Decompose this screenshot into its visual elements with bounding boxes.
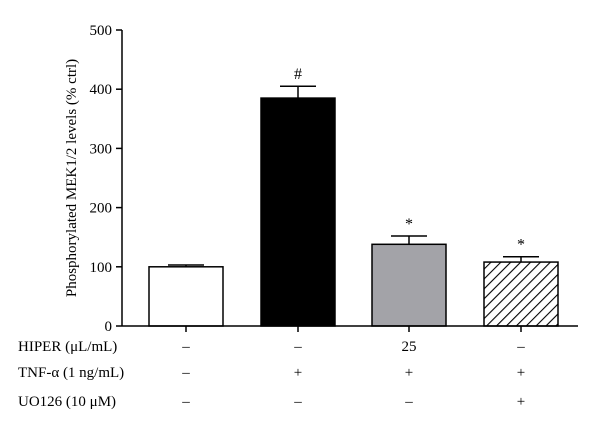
condition-value: – <box>293 339 302 355</box>
condition-value: + <box>294 365 302 381</box>
bars: # * * <box>148 66 559 327</box>
y-tick-label: 400 <box>90 82 113 98</box>
condition-value: + <box>517 394 525 410</box>
condition-label: UO126 (10 μM) <box>18 394 116 410</box>
condition-value: – <box>181 394 190 410</box>
condition-value: + <box>405 365 413 381</box>
condition-value: – <box>181 339 190 355</box>
y-tick-label: 300 <box>90 141 113 157</box>
bar-2 <box>260 97 336 327</box>
y-axis: 0 100 200 300 400 500 <box>90 23 123 335</box>
significance-marker: * <box>405 216 413 233</box>
condition-label: TNF-α (1 ng/mL) <box>18 365 124 381</box>
y-tick-label: 500 <box>90 23 113 39</box>
y-tick-label: 100 <box>90 260 113 276</box>
condition-label: HIPER (μL/mL) <box>18 339 117 355</box>
y-tick-label: 200 <box>90 201 113 217</box>
significance-marker: # <box>294 66 302 83</box>
condition-value: – <box>516 339 525 355</box>
condition-value: 25 <box>402 339 417 355</box>
condition-value: – <box>404 394 413 410</box>
y-axis-label: Phosphorylated MEK1/2 levels (% ctrl) <box>64 59 80 297</box>
significance-marker: * <box>517 237 525 254</box>
bar-4 <box>483 261 559 327</box>
bar-3 <box>371 243 447 327</box>
bar-1 <box>148 266 224 327</box>
condition-value: – <box>181 365 190 381</box>
x-axis <box>122 325 578 332</box>
y-tick-label: 0 <box>105 319 113 335</box>
condition-value: + <box>517 365 525 381</box>
condition-table: HIPER (μL/mL) – – 25 – TNF-α (1 ng/mL) – + + + UO1… <box>18 339 525 410</box>
condition-value: – <box>293 394 302 410</box>
